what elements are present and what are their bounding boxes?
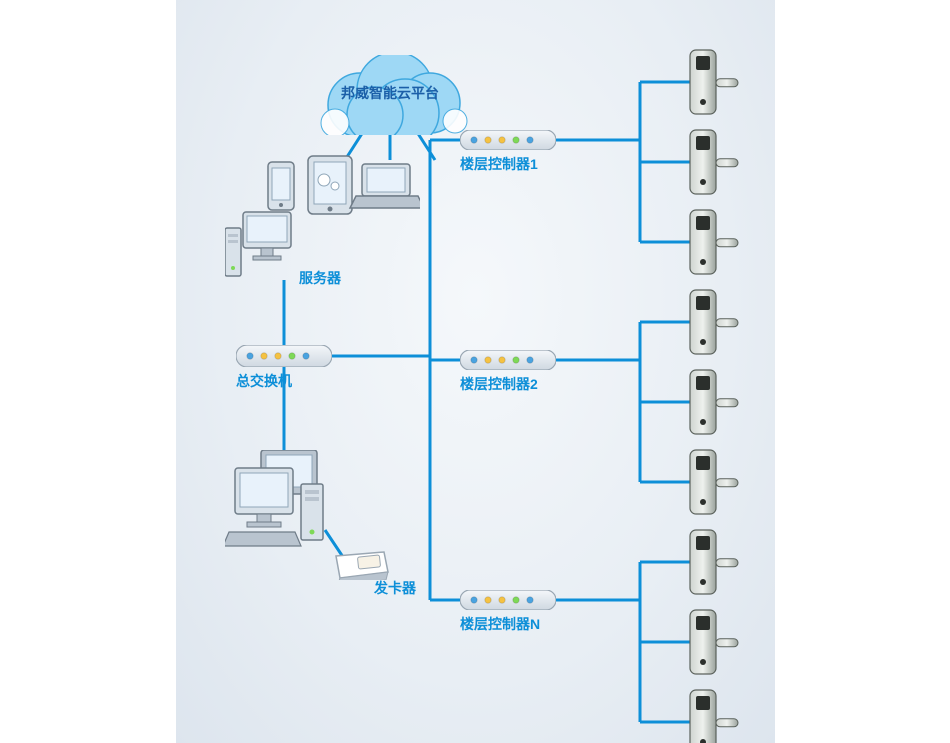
page: 邦威智能云平台 服务器 总交换机 发卡器 楼层控制器1 楼层控制器2 楼层控制器… (0, 0, 950, 743)
diagram-stage: 邦威智能云平台 服务器 总交换机 发卡器 楼层控制器1 楼层控制器2 楼层控制器… (176, 0, 775, 743)
door-locks-group (176, 0, 775, 743)
